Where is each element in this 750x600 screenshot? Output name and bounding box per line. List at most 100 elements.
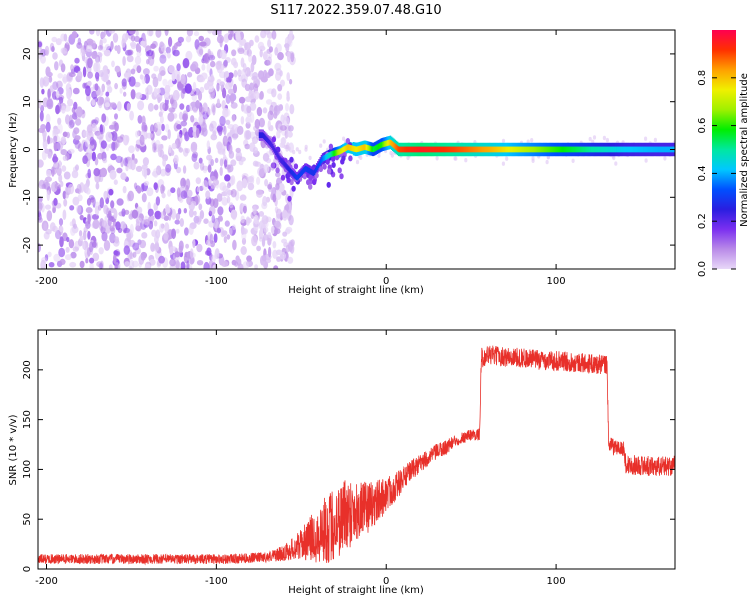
ridge-core	[603, 146, 605, 153]
ridge-core	[327, 153, 329, 159]
ridge-core	[653, 146, 655, 153]
noise-blob	[46, 190, 50, 202]
noise-blob	[74, 240, 80, 251]
noise-blob	[435, 156, 439, 161]
noise-blob	[114, 82, 118, 90]
noise-blob	[69, 261, 77, 268]
ridge-core	[556, 146, 558, 153]
ridge-core	[494, 146, 496, 153]
noise-blob	[206, 63, 211, 73]
noise-blob	[58, 247, 66, 258]
noise-blob	[644, 158, 648, 163]
ridge-core	[471, 146, 474, 153]
noise-blob	[231, 114, 236, 123]
noise-blob	[138, 45, 142, 54]
ridge-core	[258, 132, 261, 138]
ridge-core	[661, 146, 663, 153]
ridge-core	[577, 146, 580, 153]
ridge-core	[411, 146, 414, 153]
noise-blob	[223, 159, 228, 168]
noise-blob	[39, 110, 44, 122]
ridge-core	[347, 144, 349, 150]
noise-blob	[216, 34, 224, 44]
noise-blob	[132, 242, 140, 251]
noise-blob	[263, 164, 270, 174]
noise-blob	[256, 106, 263, 117]
noise-blob	[221, 100, 226, 110]
noise-blob	[144, 263, 151, 269]
ridge-core	[604, 146, 606, 153]
noise-blob	[135, 218, 140, 230]
noise-blob	[77, 70, 83, 80]
ridge-core	[664, 146, 666, 153]
noise-blob	[79, 260, 85, 269]
noise-blob	[271, 30, 277, 40]
ridge-core	[338, 149, 340, 155]
noise-blob	[56, 80, 63, 89]
noise-blob	[140, 130, 145, 137]
noise-blob	[165, 163, 172, 173]
noise-blob	[108, 30, 116, 34]
noise-blob	[226, 234, 231, 240]
ridge-core	[295, 174, 297, 181]
noise-blob	[98, 263, 104, 269]
noise-blob	[74, 57, 80, 64]
ridge-core	[416, 146, 419, 153]
ridge-core	[439, 146, 441, 153]
noise-blob	[64, 254, 72, 261]
noise-blob	[121, 38, 126, 48]
ridge-blob	[270, 162, 276, 169]
ridge-core	[291, 170, 293, 176]
ridge-core	[635, 146, 638, 153]
noise-blob	[102, 37, 107, 44]
noise-blob	[63, 171, 71, 180]
ridge-core	[375, 145, 377, 151]
noise-blob	[223, 125, 227, 136]
noise-blob	[196, 243, 203, 253]
ridge-core	[464, 146, 467, 153]
ridge-blob	[341, 155, 346, 162]
ridge-core	[541, 146, 543, 153]
ridge-core	[570, 146, 573, 153]
noise-blob	[86, 38, 94, 45]
x-tick-label: -200	[35, 276, 58, 287]
noise-blob	[78, 230, 83, 237]
noise-blob	[252, 205, 257, 215]
ridge-core	[517, 146, 520, 153]
ridge-core	[634, 146, 637, 153]
noise-blob	[206, 154, 213, 161]
ridge-core	[512, 146, 514, 153]
noise-blob	[89, 257, 95, 264]
noise-blob	[152, 168, 159, 179]
ridge-core	[605, 146, 607, 153]
colorbar-tick-label: 0.4	[697, 165, 708, 181]
noise-blob	[141, 193, 147, 203]
ridge-core	[509, 146, 511, 153]
noise-blob	[256, 189, 263, 198]
ridge-core	[515, 146, 518, 153]
ridge-core	[334, 150, 336, 156]
noise-blob	[125, 165, 129, 172]
ridge-core	[476, 146, 479, 153]
noise-blob	[207, 75, 215, 83]
ridge-core	[615, 146, 617, 153]
noise-blob	[239, 194, 247, 201]
ridge-core	[614, 146, 616, 153]
ridge-core	[601, 146, 603, 153]
noise-blob	[198, 48, 204, 55]
ridge-core	[660, 146, 662, 153]
noise-blob	[154, 235, 159, 244]
ridge-core	[590, 146, 592, 153]
noise-blob	[41, 183, 47, 190]
noise-blob	[116, 44, 121, 55]
noise-blob	[83, 226, 88, 233]
ridge-core	[582, 146, 585, 153]
noise-blob	[663, 156, 667, 161]
ridge-core	[665, 146, 667, 153]
noise-blob	[146, 58, 150, 65]
noise-blob	[220, 49, 227, 60]
noise-blob	[206, 140, 210, 150]
ridge-core	[434, 146, 436, 153]
noise-blob	[123, 157, 128, 167]
